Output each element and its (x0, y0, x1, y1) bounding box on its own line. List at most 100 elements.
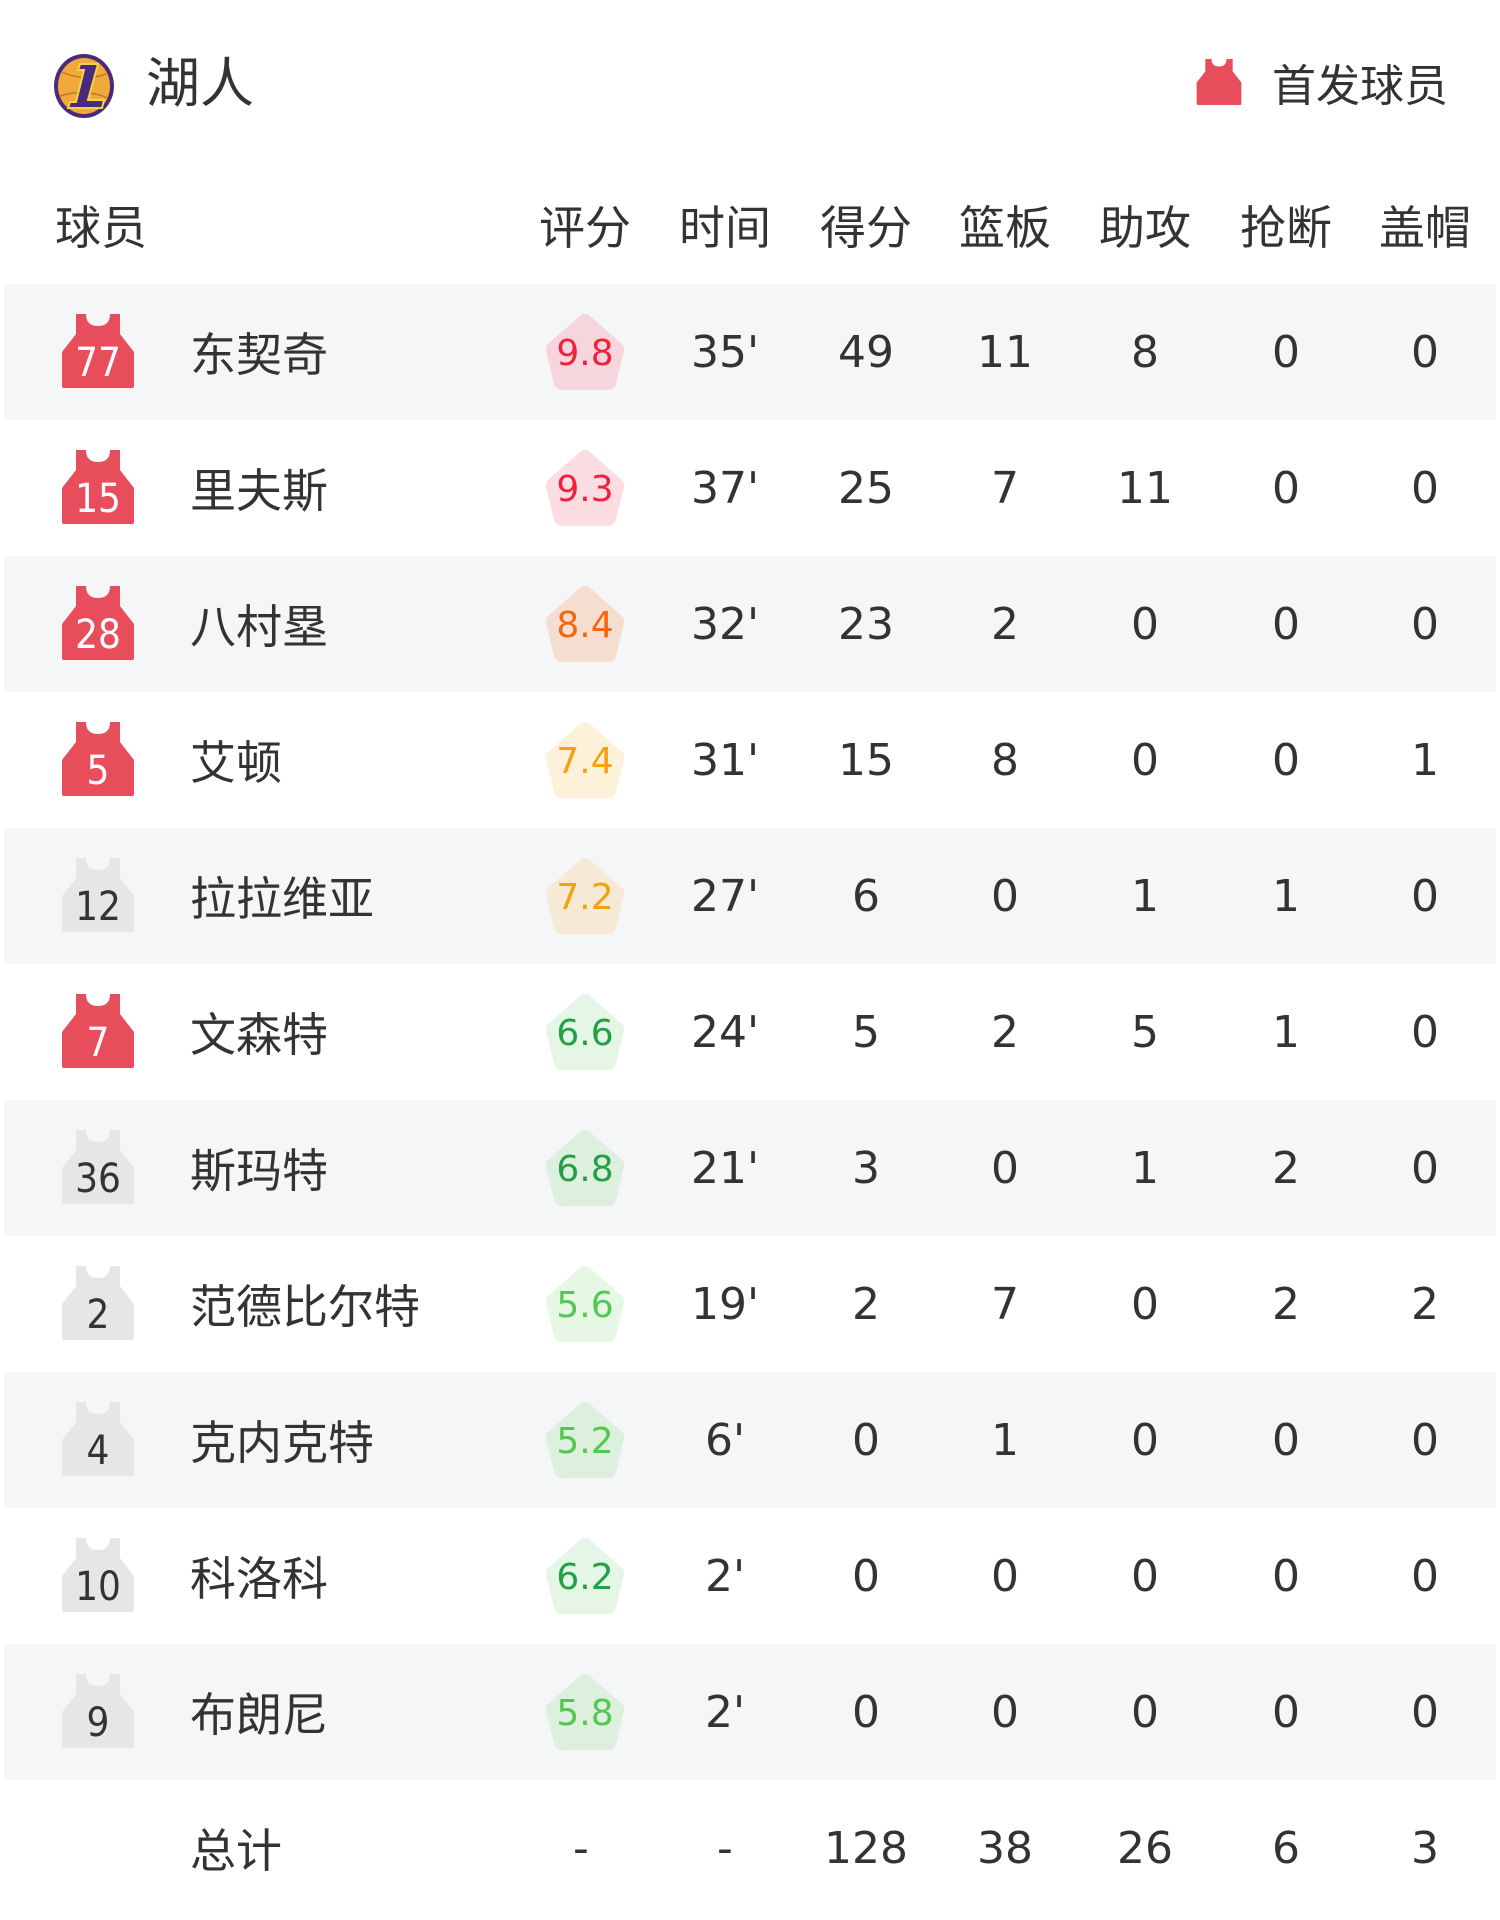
rating-value: 9.3 (556, 469, 614, 510)
jersey-number: 9 (86, 1700, 110, 1746)
column-header-steals[interactable]: 抢断 (1240, 201, 1332, 255)
stat-rebounds: 7 (991, 1278, 1019, 1330)
player-name[interactable]: 艾顿 (190, 736, 282, 790)
stat-time: 37' (690, 462, 760, 514)
jersey-icon (1196, 59, 1242, 105)
stat-steals: 1 (1272, 1006, 1300, 1058)
jersey-icon: 5 (62, 722, 134, 796)
stat-assists: 1 (1131, 870, 1159, 922)
totals-steals: 6 (1272, 1822, 1300, 1874)
column-header-rebounds[interactable]: 篮板 (959, 201, 1051, 255)
stat-rebounds: 1 (991, 1414, 1019, 1466)
stat-assists: 5 (1131, 1006, 1159, 1058)
jersey-icon: 2 (62, 1266, 134, 1340)
lakers-logo (54, 54, 114, 118)
stat-blocks: 0 (1411, 462, 1439, 514)
stat-blocks: 2 (1411, 1278, 1439, 1330)
player-row[interactable]: 10 科洛科 6.2 2' 0 0 0 0 0 (4, 1508, 1496, 1644)
player-row[interactable]: 77 东契奇 9.8 35' 49 11 8 0 0 (4, 284, 1496, 420)
rating-badge: 5.2 (544, 1400, 626, 1480)
column-header-rating[interactable]: 评分 (539, 201, 631, 255)
stat-blocks: 0 (1411, 1414, 1439, 1466)
stat-blocks: 0 (1411, 1550, 1439, 1602)
stat-blocks: 0 (1411, 1142, 1439, 1194)
rating-value: 6.6 (556, 1013, 614, 1054)
player-row[interactable]: 36 斯玛特 6.8 21' 3 0 1 2 0 (4, 1100, 1496, 1236)
stat-points: 5 (852, 1006, 880, 1058)
player-name[interactable]: 拉拉维亚 (190, 872, 374, 926)
stat-time: 2' (704, 1550, 746, 1602)
totals-rebounds: 38 (977, 1822, 1033, 1874)
column-header-time[interactable]: 时间 (679, 201, 771, 255)
stat-steals: 0 (1272, 734, 1300, 786)
stat-assists: 0 (1131, 1550, 1159, 1602)
jersey-icon: 28 (62, 586, 134, 660)
player-name[interactable]: 东契奇 (190, 328, 328, 382)
stat-steals: 2 (1272, 1142, 1300, 1194)
stat-blocks: 0 (1411, 1686, 1439, 1738)
jersey-number: 15 (75, 476, 121, 522)
rating-value: 5.2 (556, 1421, 614, 1462)
stat-rebounds: 0 (991, 1550, 1019, 1602)
column-header-player: 球员 (55, 201, 147, 255)
player-name[interactable]: 布朗尼 (190, 1688, 328, 1742)
player-row[interactable]: 7 文森特 6.6 24' 5 2 5 1 0 (4, 964, 1496, 1100)
jersey-number: 77 (75, 340, 121, 386)
jersey-icon: 12 (62, 858, 134, 932)
jersey-number: 4 (86, 1428, 110, 1474)
totals-rating: - (573, 1822, 589, 1874)
jersey-icon: 15 (62, 450, 134, 524)
column-header-assists[interactable]: 助攻 (1099, 201, 1191, 255)
stat-steals: 0 (1272, 1686, 1300, 1738)
stat-time: 31' (690, 734, 760, 786)
stat-steals: 0 (1272, 598, 1300, 650)
jersey-number: 12 (75, 884, 121, 930)
stat-points: 25 (838, 462, 894, 514)
player-name[interactable]: 克内克特 (190, 1416, 374, 1470)
stat-time: 2' (704, 1686, 746, 1738)
column-header-points[interactable]: 得分 (820, 201, 912, 255)
player-name[interactable]: 八村塁 (190, 600, 328, 654)
jersey-icon: 10 (62, 1538, 134, 1612)
rating-badge: 7.4 (544, 720, 626, 800)
rating-value: 8.4 (556, 605, 614, 646)
stat-time: 27' (690, 870, 760, 922)
stat-assists: 11 (1117, 462, 1173, 514)
player-row[interactable]: 5 艾顿 7.4 31' 15 8 0 0 1 (4, 692, 1496, 828)
totals-assists: 26 (1117, 1822, 1173, 1874)
player-row[interactable]: 15 里夫斯 9.3 37' 25 7 11 0 0 (4, 420, 1496, 556)
stat-assists: 8 (1131, 326, 1159, 378)
rating-value: 6.2 (556, 1557, 614, 1598)
rating-badge: 7.2 (544, 856, 626, 936)
player-name[interactable]: 里夫斯 (190, 464, 328, 518)
player-row[interactable]: 12 拉拉维亚 7.2 27' 6 0 1 1 0 (4, 828, 1496, 964)
rating-badge: 5.8 (544, 1672, 626, 1752)
stat-assists: 0 (1131, 1278, 1159, 1330)
jersey-number: 7 (86, 1020, 110, 1066)
stat-rebounds: 11 (977, 326, 1033, 378)
stat-points: 23 (838, 598, 894, 650)
column-header-blocks[interactable]: 盖帽 (1379, 201, 1471, 255)
starter-legend: 首发球员 (1196, 52, 1448, 112)
player-row[interactable]: 28 八村塁 8.4 32' 23 2 0 0 0 (4, 556, 1496, 692)
stat-time: 35' (690, 326, 760, 378)
stat-points: 0 (852, 1550, 880, 1602)
player-row[interactable]: 2 范德比尔特 5.6 19' 2 7 0 2 2 (4, 1236, 1496, 1372)
jersey-number: 10 (75, 1564, 121, 1610)
player-row[interactable]: 9 布朗尼 5.8 2' 0 0 0 0 0 (4, 1644, 1496, 1780)
player-name[interactable]: 文森特 (190, 1008, 328, 1062)
stat-blocks: 0 (1411, 598, 1439, 650)
rating-badge: 5.6 (544, 1264, 626, 1344)
stat-blocks: 1 (1411, 734, 1439, 786)
player-row[interactable]: 4 克内克特 5.2 6' 0 1 0 0 0 (4, 1372, 1496, 1508)
jersey-number: 36 (75, 1156, 121, 1202)
rating-badge: 6.6 (544, 992, 626, 1072)
player-name[interactable]: 斯玛特 (190, 1144, 328, 1198)
player-name[interactable]: 科洛科 (190, 1552, 328, 1606)
stat-points: 49 (838, 326, 894, 378)
rating-badge: 9.3 (544, 448, 626, 528)
jersey-icon: 9 (62, 1674, 134, 1748)
jersey-number: 5 (86, 748, 110, 794)
stat-points: 6 (852, 870, 880, 922)
player-name[interactable]: 范德比尔特 (190, 1280, 420, 1334)
